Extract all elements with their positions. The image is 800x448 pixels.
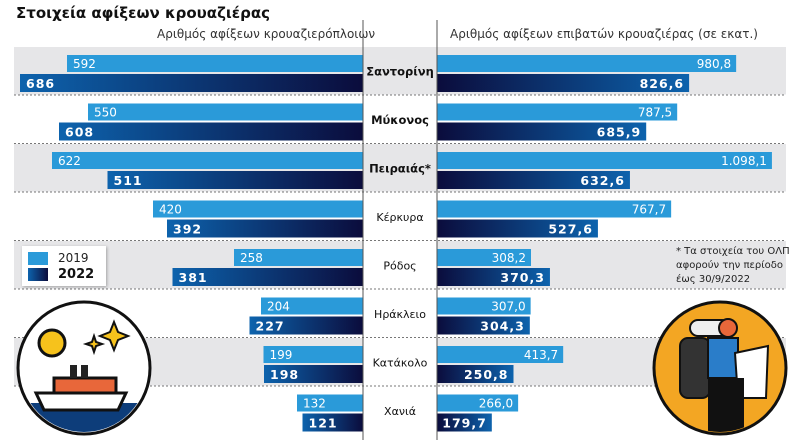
bar-right-2019 <box>437 103 678 121</box>
row-center-bg <box>363 338 437 386</box>
bar-label-right-2019: 980,8 <box>697 57 731 71</box>
bar-label-left-2022: 198 <box>270 367 299 382</box>
bar-right-2019 <box>437 249 532 266</box>
footnote: * Τα στοιχεία του ΟΛΠ αφορούν την περίοδ… <box>676 245 790 287</box>
category-label: Πειραιάς* <box>369 161 431 175</box>
bar-label-left-2022: 121 <box>309 416 338 431</box>
bar-label-left-2022: 511 <box>114 173 143 188</box>
bar-label-right-2019: 308,2 <box>492 251 526 265</box>
row-center-bg <box>363 241 437 289</box>
backpacker-icon <box>652 300 788 436</box>
bar-left-2022 <box>172 268 363 286</box>
bar-left-2022 <box>20 74 363 92</box>
bar-label-right-2022: 826,6 <box>640 76 685 91</box>
bar-label-right-2022: 685,9 <box>597 125 642 140</box>
category-label: Ηράκλειο <box>374 308 426 321</box>
bar-label-left-2019: 622 <box>58 154 81 168</box>
bar-right-2022 <box>437 268 550 286</box>
bar-label-left-2019: 204 <box>267 300 290 314</box>
category-label: Μύκονος <box>371 113 429 127</box>
bar-right-2022 <box>437 122 647 141</box>
bar-left-2019 <box>263 346 363 363</box>
bar-left-2019 <box>88 103 363 121</box>
legend: 2019 2022 <box>22 246 106 286</box>
legend-swatch-2022 <box>28 268 48 281</box>
bar-label-right-2019: 307,0 <box>491 300 525 314</box>
bar-label-left-2019: 258 <box>240 251 263 265</box>
bar-label-right-2022: 250,8 <box>464 367 509 382</box>
bar-right-2022 <box>437 365 514 383</box>
legend-label-2019: 2019 <box>58 251 89 265</box>
bar-right-2022 <box>437 74 690 92</box>
legend-label-2022: 2022 <box>58 267 95 282</box>
category-label: Ρόδος <box>383 259 416 272</box>
bar-label-right-2019: 266,0 <box>479 397 513 411</box>
bar-right-2022 <box>437 413 492 432</box>
bar-label-left-2022: 381 <box>179 270 208 285</box>
footnote-line: * Τα στοιχεία του ΟΛΠ <box>676 246 790 257</box>
cruise-ship-icon <box>16 300 152 436</box>
bar-right-2022 <box>437 171 630 189</box>
bar-label-right-2022: 527,6 <box>548 222 593 237</box>
bar-right-2019 <box>437 297 531 315</box>
bar-left-2019 <box>261 297 363 315</box>
bar-left-2019 <box>52 152 363 169</box>
bar-left-2022 <box>249 316 363 335</box>
bar-left-2022 <box>59 122 363 141</box>
right-axis-title: Αριθμός αφίξεων επιβατών κρουαζιέρας (σε… <box>450 27 758 41</box>
bar-left-2022 <box>167 219 363 238</box>
bar-left-2019 <box>297 394 363 412</box>
bar-label-left-2019: 592 <box>73 57 96 71</box>
category-label: Σαντορίνη <box>366 64 434 78</box>
bar-label-left-2019: 132 <box>303 397 326 411</box>
bar-label-left-2022: 608 <box>65 125 94 140</box>
bar-right-2019 <box>437 394 519 412</box>
bar-label-left-2019: 199 <box>270 348 293 362</box>
bar-label-right-2019: 787,5 <box>638 106 672 120</box>
bar-right-2019 <box>437 200 672 218</box>
left-axis-title: Αριθμός αφίξεων κρουαζιερόπλοιων <box>157 27 376 41</box>
bar-right-2019 <box>437 55 737 72</box>
bar-left-2019 <box>234 249 363 266</box>
bar-label-right-2022: 179,7 <box>442 416 487 431</box>
bar-label-right-2022: 370,3 <box>500 270 545 285</box>
legend-swatch-2019 <box>28 251 48 265</box>
bar-left-2022 <box>264 365 363 383</box>
bar-left-2022 <box>302 413 363 432</box>
chart-title: Στοιχεία αφίξεων κρουαζιέρας <box>16 4 271 22</box>
bar-right-2022 <box>437 316 530 335</box>
bar-label-left-2019: 420 <box>159 203 182 217</box>
category-label: Χανιά <box>384 405 416 418</box>
bar-label-right-2019: 413,7 <box>524 348 558 362</box>
bar-label-right-2019: 1.098,1 <box>721 154 767 168</box>
bar-label-left-2022: 227 <box>256 319 285 334</box>
footnote-line: έως 30/9/2022 <box>676 274 751 285</box>
bar-left-2022 <box>107 171 363 189</box>
category-label: Κέρκυρα <box>376 211 423 224</box>
bar-label-right-2022: 632,6 <box>580 173 625 188</box>
bar-label-left-2022: 686 <box>26 76 55 91</box>
bar-right-2019 <box>437 152 772 169</box>
bar-label-right-2019: 767,7 <box>632 203 666 217</box>
bar-right-2022 <box>437 219 598 238</box>
bar-left-2019 <box>153 200 363 218</box>
bar-right-2019 <box>437 346 564 363</box>
category-label: Κατάκολο <box>373 356 428 369</box>
bar-left-2019 <box>67 55 363 72</box>
bar-label-left-2022: 392 <box>173 222 202 237</box>
footnote-line: αφορούν την περίοδο <box>676 260 783 271</box>
bar-label-left-2019: 550 <box>94 106 117 120</box>
bar-label-right-2022: 304,3 <box>480 319 525 334</box>
